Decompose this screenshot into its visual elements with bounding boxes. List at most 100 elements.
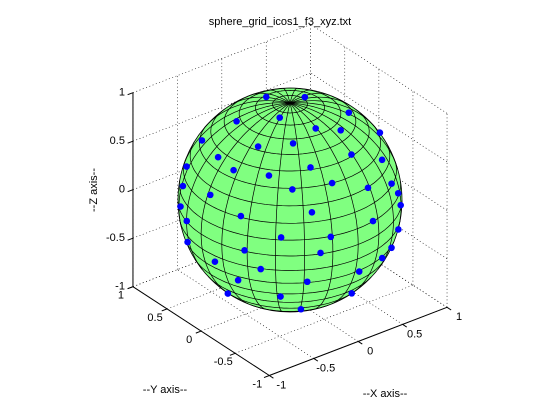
grid-line: [177, 269, 314, 359]
point: [378, 156, 386, 164]
chart-title: sphere_grid_icos1_f3_xyz.txt: [209, 16, 351, 28]
point: [262, 93, 270, 101]
sphere-mesh: [289, 102, 380, 294]
point: [317, 249, 324, 257]
point: [289, 140, 297, 147]
sphere-mesh: [275, 102, 291, 313]
point: [198, 137, 206, 144]
sphere-mesh: [230, 96, 291, 106]
point: [308, 209, 316, 216]
sphere-mesh: [203, 100, 291, 129]
point: [397, 201, 404, 209]
x-tick-label: -1: [276, 379, 286, 391]
point: [234, 276, 242, 284]
point: [337, 127, 345, 134]
point: [277, 234, 285, 241]
z-axis-label: --Z axis--: [88, 168, 100, 212]
z-tick: [127, 140, 134, 144]
x-tick: [313, 358, 319, 362]
z-tick-label: -1: [115, 281, 125, 293]
y-tick-label: -0.5: [214, 356, 233, 368]
point: [348, 290, 356, 297]
z-tick: [127, 92, 134, 96]
point: [254, 143, 262, 150]
sphere-mesh: [289, 102, 402, 228]
point: [184, 238, 191, 246]
sphere-mesh: [289, 87, 298, 104]
sphere-mesh: [179, 220, 401, 271]
point: [394, 189, 402, 197]
point: [348, 151, 355, 158]
point: [230, 166, 237, 174]
sphere-mesh: [289, 100, 377, 129]
point: [276, 114, 284, 121]
sphere-mesh: [181, 102, 291, 170]
x-tick: [402, 323, 407, 328]
point: [369, 217, 377, 225]
x-tick-label: 1: [456, 311, 462, 323]
point: [345, 109, 353, 116]
point: [395, 226, 402, 233]
sphere-mesh: [289, 102, 399, 170]
point: [183, 217, 191, 225]
point: [224, 290, 232, 297]
point: [233, 117, 240, 125]
point: [211, 258, 219, 265]
x-tick: [357, 341, 363, 345]
grid-line: [132, 72, 311, 142]
point: [265, 172, 273, 179]
point: [303, 278, 311, 286]
z-tick: [127, 286, 134, 290]
x-tick-label: 0.5: [407, 328, 422, 340]
sphere-mesh: [221, 102, 291, 305]
y-tick: [263, 375, 270, 379]
point: [277, 293, 284, 300]
x-tick-label: -0.5: [316, 362, 335, 374]
sphere-mesh: [282, 87, 291, 104]
grid-line: [310, 24, 448, 114]
x-tick: [446, 306, 452, 311]
point: [307, 164, 314, 171]
point: [355, 268, 363, 275]
point: [297, 305, 305, 313]
point: [312, 125, 320, 132]
sphere-mesh: [289, 102, 305, 313]
grid-line: [235, 284, 414, 354]
point: [327, 233, 335, 241]
y-axis-label: --Y axis--: [143, 384, 188, 396]
y-tick-label: 1: [118, 290, 124, 302]
point: [364, 184, 372, 192]
y-tick: [195, 330, 202, 334]
sphere-mesh: [289, 102, 334, 310]
z-tick: [127, 189, 134, 193]
z-tick-label: 1: [119, 87, 125, 99]
grid-line: [132, 24, 311, 93]
x-axis-label: --X axis--: [363, 388, 408, 400]
y-tick-label: 0: [186, 334, 192, 346]
sphere-mesh: [179, 180, 401, 241]
y-tick-label: -1: [252, 378, 262, 390]
sphere-mesh: [249, 92, 291, 104]
point: [289, 186, 296, 193]
point: [388, 244, 395, 252]
point: [378, 254, 386, 262]
point: [237, 212, 245, 220]
x-tick-label: 0: [367, 345, 373, 357]
point: [179, 182, 187, 190]
point: [241, 247, 248, 254]
sphere-mesh: [177, 200, 403, 257]
sphere-mesh: [189, 141, 391, 207]
sphere-mesh: [289, 92, 331, 104]
sphere-mesh: [267, 89, 291, 104]
sphere-mesh: [289, 89, 313, 104]
point: [328, 179, 336, 187]
sphere-mesh: [246, 102, 291, 310]
point: [214, 153, 222, 161]
z-tick-label: -0.5: [106, 232, 125, 244]
sphere-mesh: [289, 102, 394, 270]
sphere-mesh: [289, 96, 350, 106]
sphere-mesh: [178, 102, 291, 228]
point: [257, 265, 265, 273]
z-tick-label: 0: [119, 184, 125, 196]
